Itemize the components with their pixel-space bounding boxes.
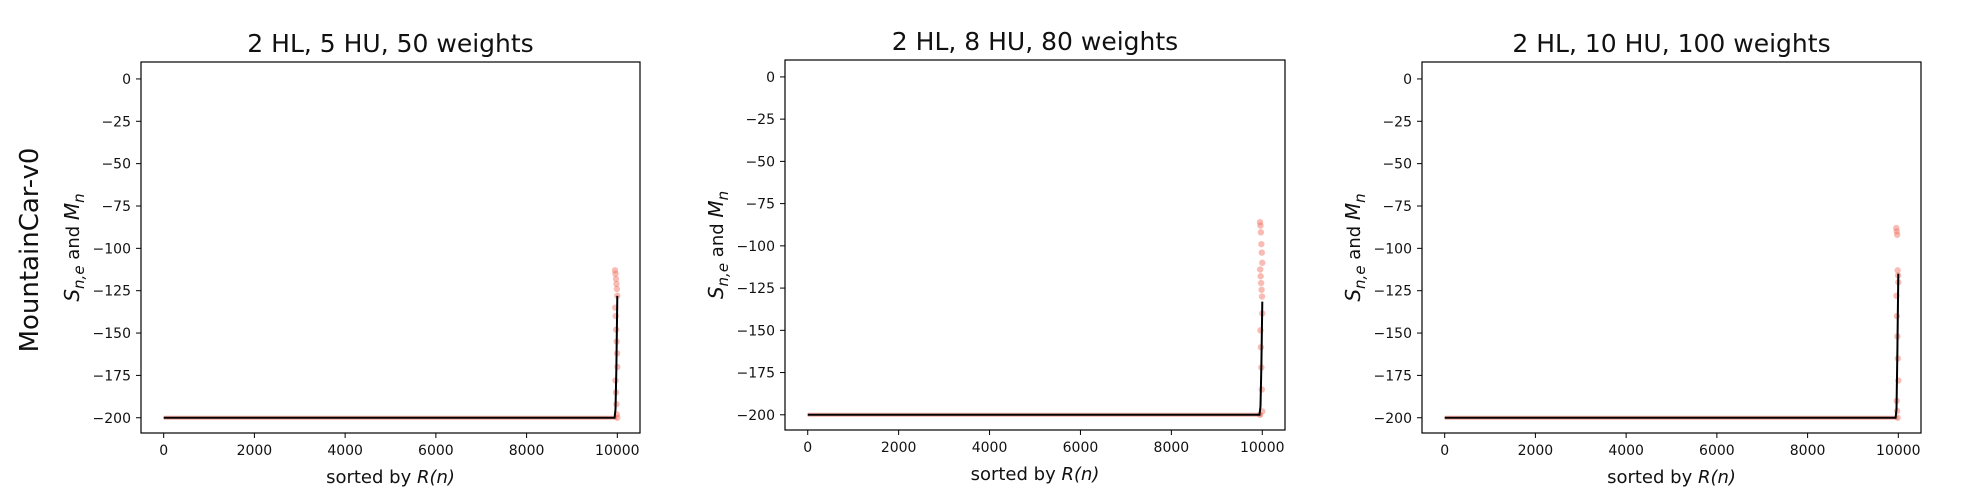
y-tick-label: −200 (1374, 411, 1412, 427)
y-tick-label: −25 (101, 114, 131, 130)
scatter-point (1893, 228, 1900, 235)
scatter-point (1259, 259, 1266, 266)
scatter-point (1257, 229, 1265, 236)
y-tick-label: −50 (101, 157, 131, 173)
x-tick-label: 6000 (1063, 440, 1099, 456)
scatter-point (612, 270, 619, 277)
scatter-point (1894, 267, 1901, 274)
y-tick-label: −75 (745, 197, 775, 213)
y-tick-label: −50 (745, 154, 775, 170)
y-tick-label: 0 (766, 70, 775, 86)
plot-frame (1421, 61, 1922, 434)
series-scatter (1444, 224, 1902, 421)
scatter-point (1257, 279, 1265, 287)
x-axis-label: sorted by R(n) (971, 464, 1100, 485)
chart-panel-1: 2 HL, 5 HU, 50 weights 0 2000 4000 6000 8000 1… (60, 29, 641, 488)
x-tick-label: 8000 (509, 443, 545, 459)
scatter-point (1257, 266, 1264, 273)
x-tick-label: 2000 (1518, 443, 1554, 459)
x-axis-label: sorted by R(n) (326, 467, 455, 488)
chart-title: 2 HL, 8 HU, 80 weights (892, 27, 1178, 56)
series-scatter (163, 267, 621, 421)
scatter-point (613, 285, 621, 293)
x-tick-label: 6000 (1699, 443, 1735, 459)
y-tick-label: −25 (745, 112, 775, 128)
y-tick-label: −125 (1374, 284, 1412, 300)
x-tick-label: 8000 (1790, 443, 1826, 459)
scatter-point (1258, 286, 1265, 293)
scatter-point (1893, 224, 1900, 232)
series-line (807, 301, 1264, 416)
y-tick-label: 0 (1403, 72, 1412, 88)
chart-title: 2 HL, 5 HU, 50 weights (247, 29, 533, 58)
y-tick-label: −200 (737, 408, 775, 424)
plot-frame (140, 61, 641, 434)
y-tick-label: −150 (1374, 326, 1412, 342)
plot-frame (784, 59, 1286, 431)
x-tick-label: 10000 (595, 443, 640, 459)
scatter-point (613, 280, 620, 288)
series-scatter (807, 218, 1266, 418)
y-tick-label: −50 (1382, 157, 1412, 173)
y-tick-label: −175 (93, 368, 131, 384)
y-tick-label: −125 (737, 281, 775, 297)
scatter-point (1258, 293, 1266, 300)
y-tick-label: −75 (101, 199, 131, 215)
y-tick-label: −100 (93, 241, 131, 257)
y-tick-label: −100 (1374, 241, 1412, 257)
x-tick-label: 4000 (1608, 443, 1644, 459)
scatter-point (1893, 231, 1901, 238)
scatter-point (614, 292, 621, 299)
y-tick-label: −200 (93, 411, 131, 427)
y-tick-label: −100 (737, 239, 775, 255)
chart-panel-2: 2 HL, 8 HU, 80 weights 0 2000 4000 6000 8000 1… (704, 27, 1286, 485)
y-tick-label: −150 (93, 326, 131, 342)
scatter-point (1257, 222, 1264, 229)
scatter-point (1258, 240, 1265, 248)
x-tick-label: 4000 (327, 443, 363, 459)
scatter-point (1256, 218, 1264, 226)
y-tick-label: −175 (737, 366, 775, 382)
y-axis-label: Sn,e and Mn (1341, 193, 1369, 301)
y-tick-label: −150 (737, 323, 775, 339)
y-tick-label: 0 (122, 72, 131, 88)
series-line (163, 295, 619, 419)
y-axis-label: Sn,e and Mn (60, 193, 88, 301)
series-line (1444, 273, 1900, 419)
y-tick-label: −75 (1382, 199, 1412, 215)
x-axis-label: sorted by R(n) (1607, 467, 1736, 488)
x-tick-label: 4000 (972, 440, 1008, 456)
x-tick-label: 0 (1440, 443, 1449, 459)
chart-panel-3: 2 HL, 10 HU, 100 weights 0 2000 4000 6000 800… (1341, 29, 1922, 488)
x-tick-label: 2000 (237, 443, 273, 459)
x-tick-label: 0 (159, 443, 168, 459)
x-tick-label: 2000 (881, 440, 917, 456)
y-tick-label: −125 (93, 284, 131, 300)
scatter-point (1257, 273, 1264, 280)
y-axis-label: Sn,e and Mn (704, 191, 732, 299)
x-tick-label: 10000 (1876, 443, 1921, 459)
scatter-point (612, 275, 620, 283)
x-tick-label: 0 (803, 440, 812, 456)
scatter-point (611, 267, 619, 274)
x-tick-label: 6000 (418, 443, 454, 459)
y-tick-label: −25 (1382, 114, 1412, 130)
chart-title: 2 HL, 10 HU, 100 weights (1512, 29, 1830, 58)
x-tick-label: 8000 (1154, 440, 1190, 456)
y-tick-label: −175 (1374, 368, 1412, 384)
scatter-point (1258, 249, 1266, 256)
x-tick-label: 10000 (1240, 440, 1285, 456)
